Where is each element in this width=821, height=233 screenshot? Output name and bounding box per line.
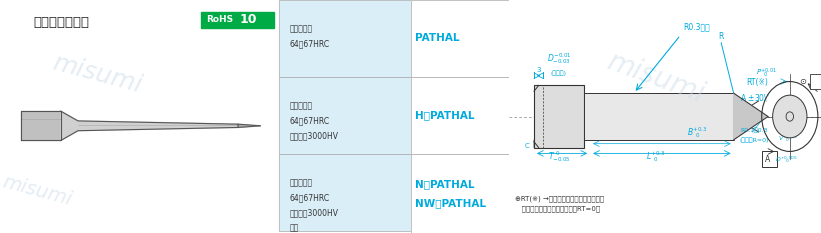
Text: (可指定R=0): (可指定R=0)	[740, 137, 769, 143]
Bar	[279, 77, 410, 154]
Text: R0.3以下: R0.3以下	[684, 22, 710, 31]
FancyBboxPatch shape	[201, 12, 273, 28]
Polygon shape	[21, 111, 61, 140]
Text: $D^{+0.005}_{\ \ \ \ 0}$: $D^{+0.005}_{\ \ \ \ 0}$	[775, 154, 798, 165]
Text: 粉末高速钢: 粉末高速钢	[290, 178, 313, 187]
Text: RoHS: RoHS	[207, 15, 234, 24]
Bar	[410, 154, 509, 233]
Bar	[762, 151, 777, 167]
Text: 表面硬度3000HV: 表面硬度3000HV	[290, 132, 338, 141]
Bar	[410, 77, 509, 154]
Text: 64～67HRC: 64～67HRC	[290, 40, 330, 49]
Bar	[534, 86, 584, 147]
Text: $V^{+0.05}_{\ \ 0}$: $V^{+0.05}_{\ \ 0}$	[778, 133, 798, 144]
Text: 10: 10	[240, 13, 258, 26]
Text: PATHAL: PATHAL	[415, 34, 460, 43]
Text: NW－PATHAL: NW－PATHAL	[415, 198, 486, 208]
Text: $P^{+0.01}_{\ \ 0}$: $P^{+0.01}_{\ \ 0}$	[756, 67, 777, 80]
Text: $L^{+0.3}_{\ \ 0}$: $L^{+0.3}_{\ \ 0}$	[646, 149, 665, 164]
Text: $D^{-0.01}_{-0.03}$: $D^{-0.01}_{-0.03}$	[547, 51, 571, 66]
Text: 以上: 以上	[290, 224, 299, 233]
Polygon shape	[734, 93, 768, 140]
Text: C: C	[525, 143, 530, 149]
Text: 3: 3	[536, 67, 541, 73]
Text: (导入部): (导入部)	[551, 70, 567, 76]
Text: misumi: misumi	[603, 47, 708, 108]
Text: 64～67HRC: 64～67HRC	[290, 194, 330, 202]
Text: misumi: misumi	[0, 173, 74, 209]
Text: $T^{\ 0}_{-0.05}$: $T^{\ 0}_{-0.05}$	[548, 149, 571, 164]
Text: 64～67HRC: 64～67HRC	[290, 117, 330, 126]
Bar	[279, 154, 410, 231]
Bar	[410, 0, 509, 77]
Text: ⊕RT(※) →前端制成圆形以免发生危险。
   如果要求前端为锐角，请指定RT=0。: ⊕RT(※) →前端制成圆形以免发生危险。 如果要求前端为锐角，请指定RT=0。	[516, 196, 604, 212]
Text: 表面硬度3000HV: 表面硬度3000HV	[290, 209, 338, 218]
Text: ⊙: ⊙	[799, 77, 806, 86]
Text: RT(※): RT(※)	[746, 79, 768, 87]
Text: R: R	[718, 32, 723, 41]
Text: A: A	[765, 155, 770, 164]
Bar	[584, 93, 734, 140]
Bar	[279, 0, 410, 77]
Polygon shape	[534, 140, 540, 147]
Text: －前端锐角型－: －前端锐角型－	[34, 16, 89, 29]
Text: $B^{+0.3}_{\ \ 0}$: $B^{+0.3}_{\ \ 0}$	[687, 126, 708, 140]
Text: H－PATHAL: H－PATHAL	[415, 110, 475, 120]
Circle shape	[773, 95, 807, 138]
Text: R0.1～0.3: R0.1～0.3	[740, 127, 768, 133]
Text: A $\pm$30\': A $\pm$30\'	[740, 93, 769, 103]
Text: φ0.01: φ0.01	[814, 79, 821, 85]
Text: 粉末高速钢: 粉末高速钢	[290, 102, 313, 110]
Text: N－PATHAL: N－PATHAL	[415, 179, 475, 189]
Bar	[810, 74, 821, 89]
Text: 粉末高速钢: 粉末高速钢	[290, 25, 313, 34]
Polygon shape	[238, 124, 260, 127]
Polygon shape	[61, 111, 238, 140]
Text: misumi: misumi	[50, 51, 145, 98]
